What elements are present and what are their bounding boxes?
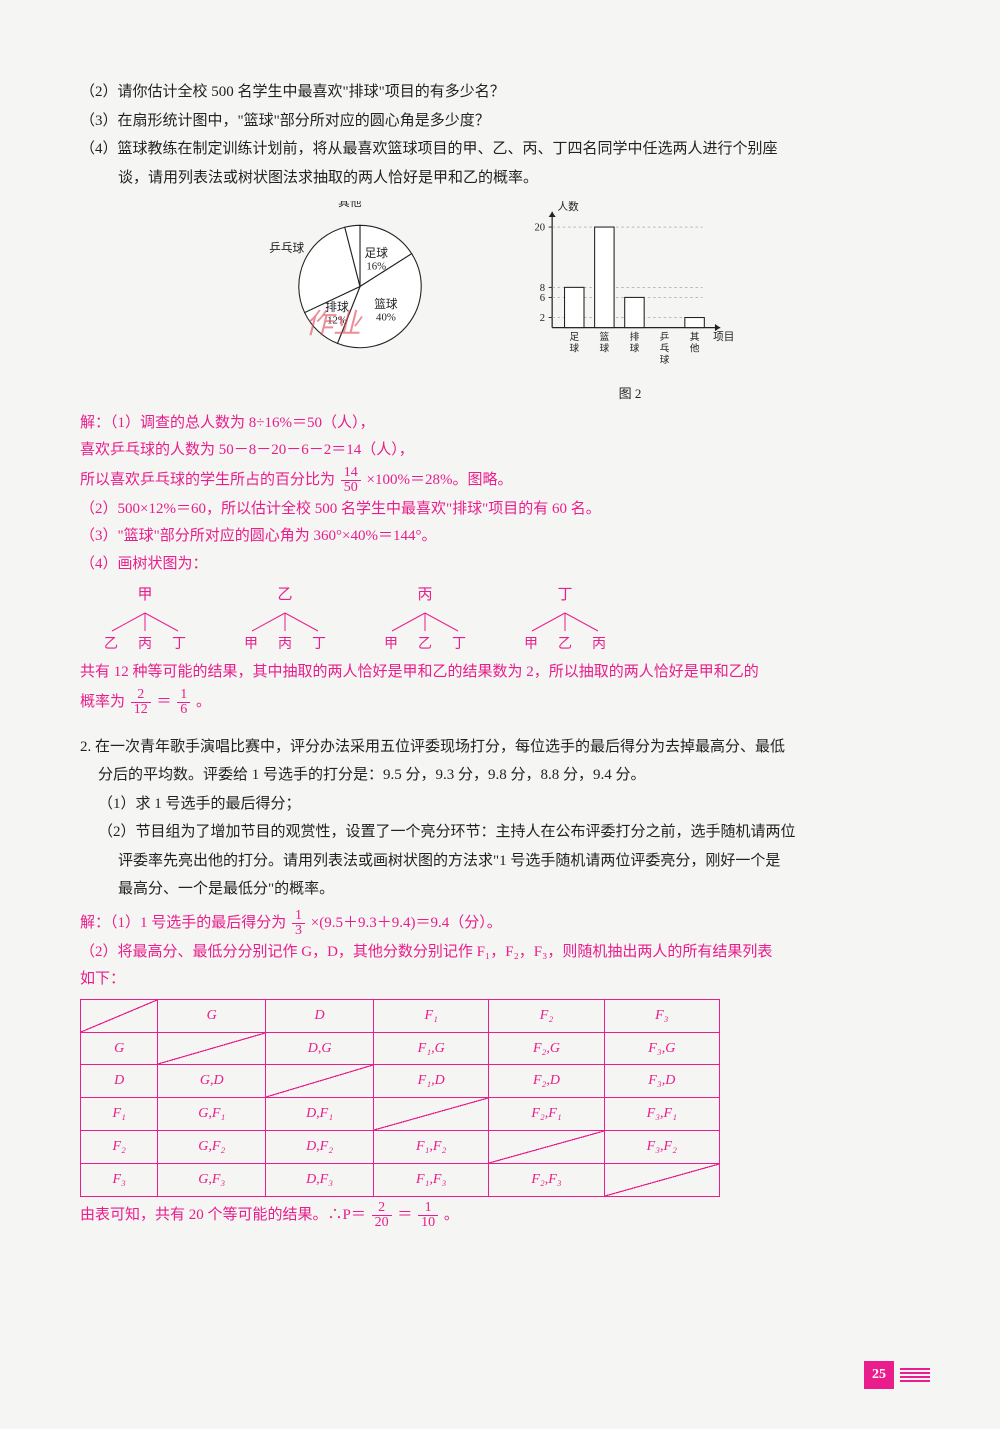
svg-text:篮: 篮 (599, 330, 609, 343)
svg-text:40%: 40% (376, 312, 396, 324)
q2-stem1: 2. 在一次青年歌手演唱比赛中，评分办法采用五位评委现场打分，每位选手的最后得分… (80, 735, 930, 761)
svg-text:乒: 乒 (660, 330, 670, 343)
bar-chart: 人数项目26820足球篮球排球乒乓球其他 图 2 (515, 201, 745, 405)
tree-item: 丁甲乙丙 (520, 583, 610, 656)
page-number: 25 (864, 1361, 930, 1389)
svg-text:项目: 项目 (713, 331, 734, 343)
svg-text:人数: 人数 (557, 201, 579, 213)
svg-text:6: 6 (540, 293, 545, 304)
svg-text:其他: 其他 (338, 201, 362, 209)
svg-text:篮球: 篮球 (374, 297, 398, 311)
sol2-l4b: 。 (444, 1207, 459, 1223)
watermark-text: 作业 (305, 301, 361, 349)
sol1-l1: 解：（1）调查的总人数为 8÷16%＝50（人）， (80, 411, 930, 437)
q1-sub2: （2）请你估计全校 500 名学生中最喜欢"排球"项目的有多少名？ (80, 80, 930, 106)
q2-stem2: 分后的平均数。评委给 1 号选手的打分是：9.5 分，9.3 分，9.8 分，8… (80, 763, 930, 789)
svg-text:足球: 足球 (365, 246, 389, 260)
q1-sub4b: 谈，请用列表法或树状图法求抽取的两人恰好是甲和乙的概率。 (80, 166, 930, 192)
tree-item: 甲乙丙丁 (100, 583, 190, 656)
bar-caption: 图 2 (515, 383, 745, 405)
sol1-l3b: ×100%＝28%。图略。 (367, 472, 513, 488)
sol2-l4a: 由表可知，共有 20 个等可能的结果。∴P＝ (80, 1207, 366, 1223)
svg-text:乓: 乓 (660, 341, 670, 354)
svg-text:乒乓球: 乒乓球 (269, 241, 304, 255)
svg-text:8: 8 (540, 283, 545, 294)
svg-text:他: 他 (690, 341, 700, 354)
sol2-l4: 由表可知，共有 20 个等可能的结果。∴P＝ 220 ＝ 110 。 (80, 1201, 930, 1230)
svg-text:球: 球 (630, 341, 640, 354)
charts-row: 足球16%篮球40%排球12%乒乓球其他 作业 人数项目26820足球篮球排球乒… (80, 201, 930, 405)
svg-text:球: 球 (599, 341, 609, 354)
sol2-l1b: ×(9.5＋9.3＋9.4)＝9.4（分）。 (311, 915, 502, 931)
q1-sub4a: （4）篮球教练在制定训练计划前，将从最喜欢篮球项目的甲、乙、丙、丁四名同学中任选… (80, 137, 930, 163)
q2-sub2b: 评委率先亮出他的打分。请用列表法或画树状图的方法求"1 号选手随机请两位评委亮分… (80, 849, 930, 875)
sol2-l3: 如下： (80, 967, 930, 993)
svg-text:足: 足 (569, 331, 579, 343)
svg-text:球: 球 (660, 353, 670, 366)
tree-item: 丙甲乙丁 (380, 583, 470, 656)
sol1-l5: （3）"篮球"部分所对应的圆心角为 360°×40%＝144°。 (80, 524, 930, 550)
svg-text:20: 20 (534, 223, 545, 234)
question-2: 2. 在一次青年歌手演唱比赛中，评分办法采用五位评委现场打分，每位选手的最后得分… (80, 735, 930, 903)
q2-sub2a: （2）节目组为了增加节目的观赏性，设置了一个亮分环节：主持人在公布评委打分之前，… (80, 820, 930, 846)
solution-2: 解：（1）1 号选手的最后得分为 13 ×(9.5＋9.3＋9.4)＝9.4（分… (80, 909, 930, 1230)
sol1-l3: 所以喜欢乒乓球的学生所占的百分比为 1450 ×100%＝28%。图略。 (80, 466, 930, 495)
svg-text:16%: 16% (366, 261, 386, 273)
sol1-l4: （2）500×12%＝60，所以估计全校 500 名学生中最喜欢"排球"项目的有… (80, 497, 930, 523)
q2-sub1: （1）求 1 号选手的最后得分； (80, 792, 930, 818)
svg-text:球: 球 (569, 341, 579, 354)
sol1-l8a: 概率为 (80, 694, 125, 710)
svg-text:其: 其 (690, 331, 700, 343)
solution-1: 解：（1）调查的总人数为 8÷16%＝50（人）， 喜欢乒乓球的人数为 50－8… (80, 411, 930, 717)
sol1-l3a: 所以喜欢乒乓球的学生所占的百分比为 (80, 472, 335, 488)
sol1-l8: 概率为 212 ＝ 16 。 (80, 688, 930, 717)
svg-text:排: 排 (630, 330, 640, 343)
sol2-l1a: 解：（1）1 号选手的最后得分为 (80, 915, 286, 931)
sol1-l6: （4）画树状图为： (80, 552, 930, 578)
q1-sub3: （3）在扇形统计图中，"篮球"部分所对应的圆心角是多少度？ (80, 109, 930, 135)
svg-text:2: 2 (540, 313, 545, 324)
tree-item: 乙甲丙丁 (240, 583, 330, 656)
sol2-l4eq: ＝ (397, 1207, 412, 1223)
pie-chart: 足球16%篮球40%排球12%乒乓球其他 作业 (265, 201, 455, 391)
page-num-value: 25 (864, 1361, 894, 1389)
sol2-l2: （2）将最高分、最低分分别记作 G，D，其他分数分别记作 F₁，F₂，F₃，则随… (80, 940, 930, 966)
sol1-l8b: 。 (196, 694, 211, 710)
probability-table: GDF₁F₂F₃GD,GF₁,GF₂,GF₃,GDG,DF₁,DF₂,DF₃,D… (80, 999, 720, 1197)
page-decoration-icon (900, 1366, 930, 1384)
sol1-l7: 共有 12 种等可能的结果，其中抽取的两人恰好是甲和乙的结果数为 2，所以抽取的… (80, 660, 930, 686)
q2-sub2c: 最高分、一个是最低分"的概率。 (80, 877, 930, 903)
sol2-l1: 解：（1）1 号选手的最后得分为 13 ×(9.5＋9.3＋9.4)＝9.4（分… (80, 909, 930, 938)
sol1-l2: 喜欢乒乓球的人数为 50－8－20－6－2＝14（人）， (80, 438, 930, 464)
tree-diagram: 甲乙丙丁乙甲丙丁丙甲乙丁丁甲乙丙 (100, 583, 930, 656)
sol1-l8eq: ＝ (157, 694, 172, 710)
